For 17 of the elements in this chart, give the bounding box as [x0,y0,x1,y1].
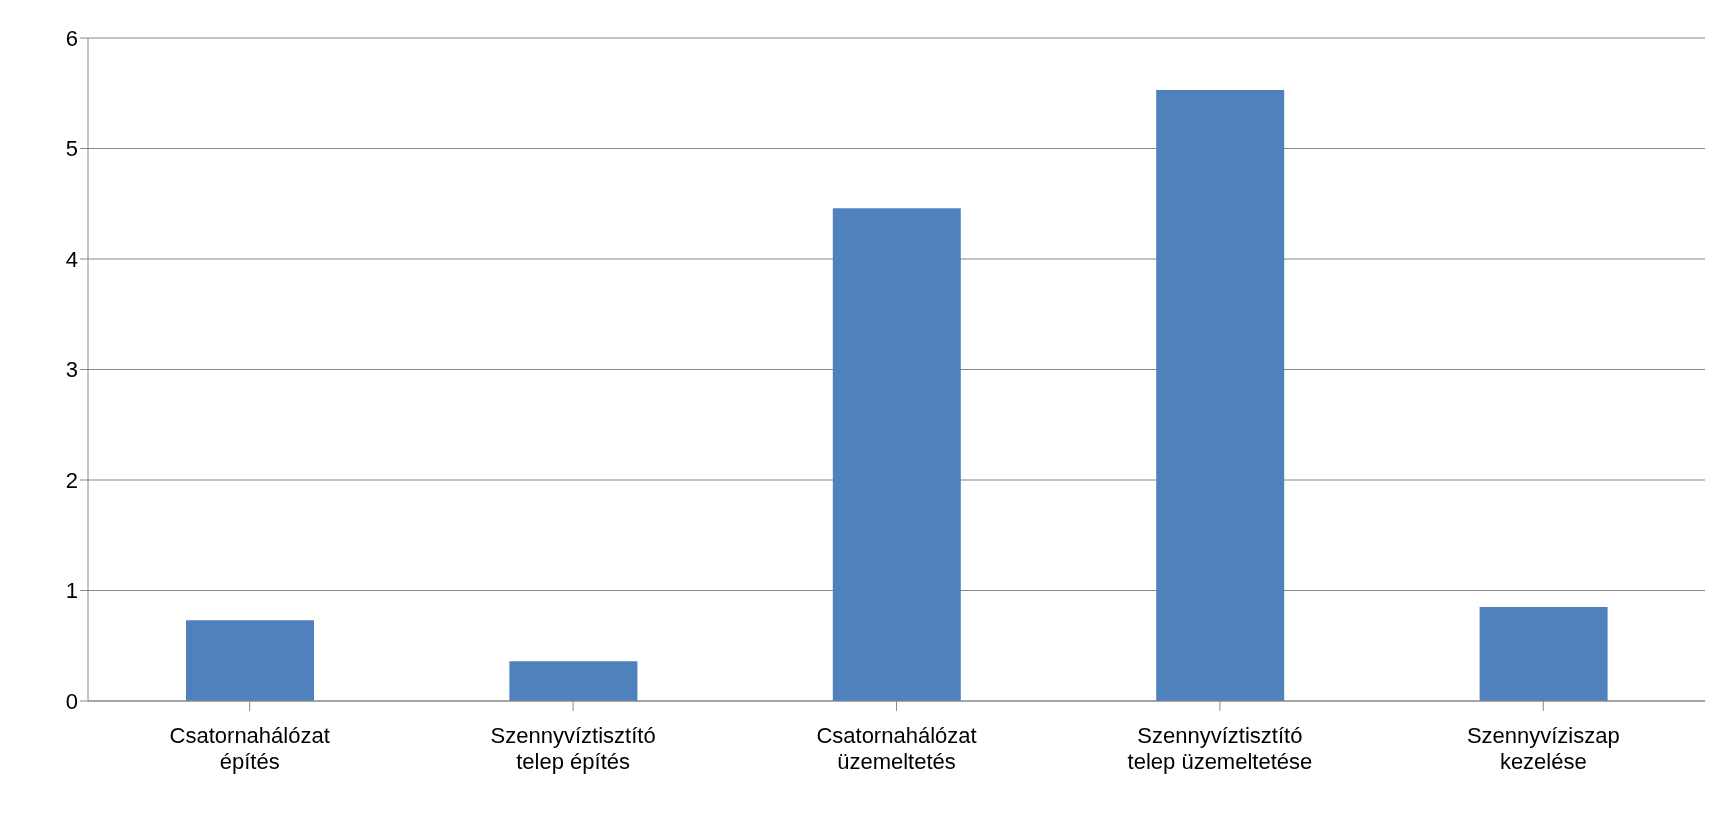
x-tick-label: Csatornahálózat üzemeltetés [816,723,977,774]
bar [186,620,314,701]
y-tick-label: 0 [65,688,78,714]
y-tick-label: 3 [65,357,78,383]
y-tick-label: 5 [65,136,78,162]
bar [832,208,961,701]
x-tick-label: Szennyvíztisztító telep üzemeltetése [1127,723,1313,774]
y-tick-label: 4 [65,246,78,272]
y-tick-label: 2 [65,467,78,493]
y-tick-label: 1 [65,578,78,604]
bar [509,661,638,701]
x-tick-label: Szennyvíztisztító telep építés [490,723,656,774]
bar [1156,89,1285,701]
y-tick-label: 6 [65,25,78,51]
x-tick-label: Szennyvíziszap kezelése [1466,723,1620,774]
bar [1479,607,1608,701]
x-tick-label: Csatornahálózat építés [169,723,330,774]
